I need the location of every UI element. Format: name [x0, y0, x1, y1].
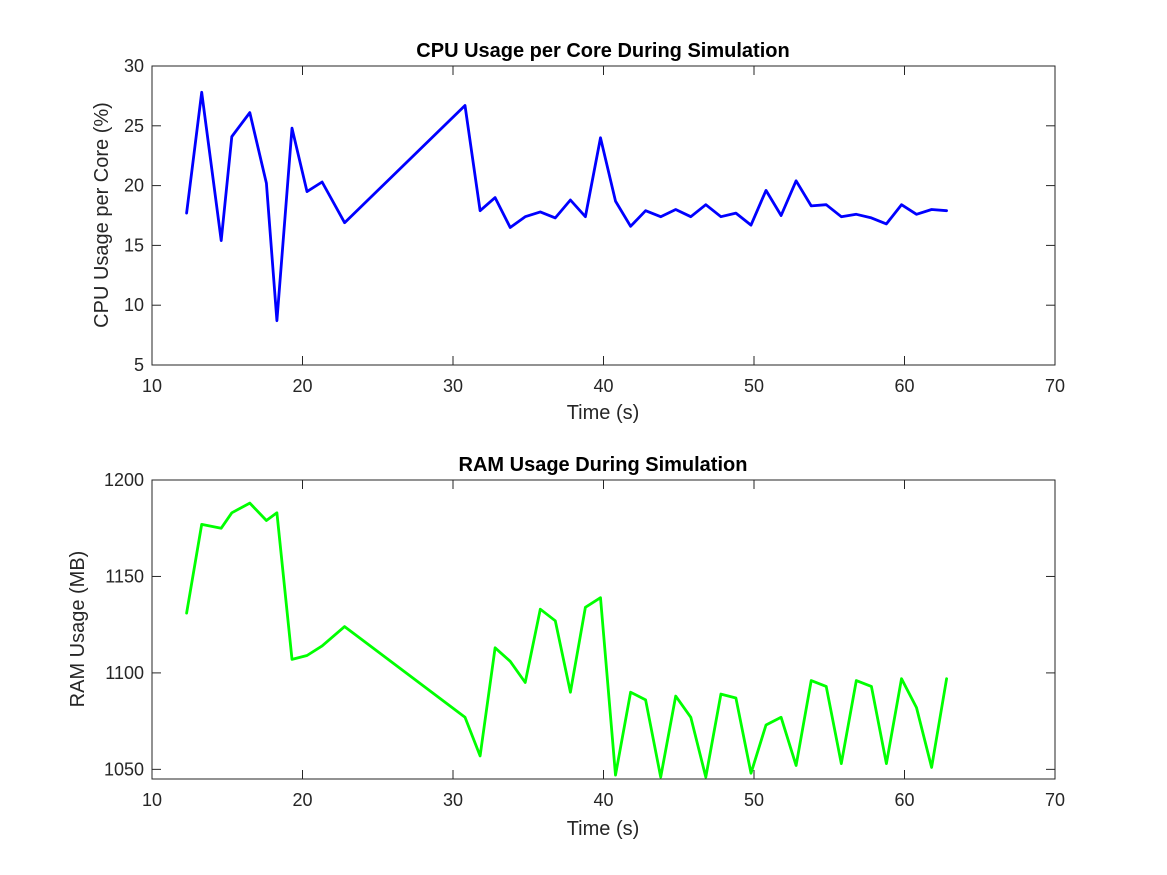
cpu-x-tick-label: 30 [443, 376, 463, 396]
cpu-x-axis-label: Time (s) [567, 402, 640, 424]
ram-x-tick-label: 50 [744, 790, 764, 810]
cpu-y-tick-label: 30 [124, 56, 144, 76]
ram-y-tick-label: 1150 [105, 566, 144, 586]
cpu-chart-title: CPU Usage per Core During Simulation [416, 40, 789, 62]
cpu-x-tick-label: 50 [744, 376, 764, 396]
cpu-y-tick-label: 5 [134, 355, 144, 375]
cpu-y-tick-label: 20 [124, 176, 144, 196]
ram-y-axis-label: RAM Usage (MB) [67, 551, 89, 708]
ram-ticks: 10 20 30 40 50 60 70 1050 1100 1150 1200 [104, 470, 1065, 810]
ram-y-tick-label: 1050 [104, 759, 144, 779]
cpu-x-tick-label: 40 [593, 376, 613, 396]
ram-x-tick-label: 30 [443, 790, 463, 810]
cpu-y-tick-label: 10 [124, 295, 144, 315]
ram-y-tick-label: 1100 [105, 663, 144, 683]
cpu-y-tick-label: 25 [124, 116, 144, 136]
ram-x-axis-label: Time (s) [567, 818, 640, 840]
ram-x-tick-label: 10 [142, 790, 162, 810]
ram-x-tick-label: 20 [292, 790, 312, 810]
ram-x-tick-label: 70 [1045, 790, 1065, 810]
cpu-x-tick-label: 20 [292, 376, 312, 396]
ram-x-tick-label: 60 [894, 790, 914, 810]
cpu-x-tick-label: 70 [1045, 376, 1065, 396]
ram-series-line [185, 501, 948, 779]
ram-y-tick-label: 1200 [104, 470, 144, 490]
cpu-x-tick-label: 10 [142, 376, 162, 396]
cpu-x-tick-label: 60 [894, 376, 914, 396]
cpu-y-tick-label: 15 [124, 235, 144, 255]
ram-chart-title: RAM Usage During Simulation [459, 454, 748, 476]
ram-x-tick-label: 40 [593, 790, 613, 810]
cpu-y-axis-label: CPU Usage per Core (%) [91, 102, 113, 328]
ram-chart: RAM Usage During Simulation 10 20 30 40 50 60… [67, 454, 1065, 840]
cpu-series-line [185, 90, 948, 323]
cpu-chart: CPU Usage per Core During Simulation 10 2… [91, 40, 1065, 424]
